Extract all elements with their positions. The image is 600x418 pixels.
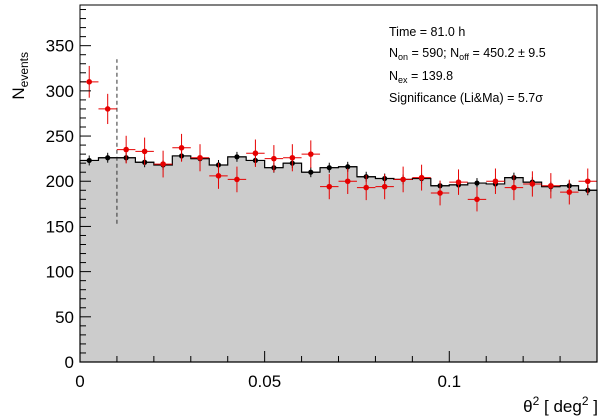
stats-significance: Significance (Li&Ma) = 5.7σ <box>389 91 543 105</box>
y-tick-label: 50 <box>55 308 74 327</box>
y-tick-label: 200 <box>46 172 74 191</box>
on-point <box>153 150 173 178</box>
y-tick-label: 250 <box>46 127 74 146</box>
on-point <box>412 164 431 191</box>
on-point <box>172 133 191 162</box>
off-point <box>320 162 339 173</box>
off-point <box>80 155 99 166</box>
on-point <box>209 162 228 189</box>
y-tick-label: 100 <box>46 263 74 282</box>
on-point <box>560 179 579 205</box>
on-point <box>190 144 210 172</box>
on-point <box>116 135 136 164</box>
on-point <box>246 139 265 167</box>
on-point <box>504 175 524 201</box>
on-point <box>227 166 247 193</box>
on-point <box>320 174 339 200</box>
x-axis: 0 0.05 0.1 <box>75 351 598 391</box>
y-tick-label: 0 <box>65 353 74 372</box>
on-point <box>301 140 321 168</box>
on-point <box>375 174 394 200</box>
x-tick-label: 0.1 <box>437 372 461 391</box>
on-point <box>338 168 357 194</box>
x-tick-label: 0.05 <box>248 372 281 391</box>
on-point <box>523 171 542 197</box>
y-tick-label: 300 <box>46 82 74 101</box>
off-point <box>227 151 247 162</box>
on-point <box>430 180 450 206</box>
on-point <box>98 93 117 125</box>
on-point <box>80 65 99 98</box>
on-point <box>393 166 413 193</box>
on-point <box>283 144 302 172</box>
on-point <box>356 175 376 201</box>
on-point <box>449 169 468 195</box>
on-point <box>541 173 561 199</box>
on-series <box>80 65 597 212</box>
y-tick-label: 150 <box>46 217 74 236</box>
off-point <box>467 178 487 189</box>
on-point <box>578 168 597 194</box>
x-axis-title: θ2 [ deg2 ] <box>523 394 598 416</box>
y-axis-title: Nevents <box>9 52 31 100</box>
on-point <box>486 168 505 194</box>
on-point <box>135 137 154 166</box>
stats-box: Time = 81.0 h Non = 590; Noff = 450.2 ± … <box>389 25 546 105</box>
stats-counts: Non = 590; Noff = 450.2 ± 9.5 <box>389 46 546 62</box>
y-axis: 0 50 100 150 200 250 300 350 <box>46 9 91 372</box>
off-point <box>338 161 357 172</box>
x-tick-label: 0 <box>75 372 84 391</box>
off-point <box>301 167 321 178</box>
off-point <box>98 152 117 163</box>
on-point <box>264 145 284 173</box>
on-point <box>467 187 487 212</box>
y-tick-label: 350 <box>46 37 74 56</box>
stats-excess: Nex = 139.8 <box>389 69 453 85</box>
stats-time: Time = 81.0 h <box>389 25 465 39</box>
